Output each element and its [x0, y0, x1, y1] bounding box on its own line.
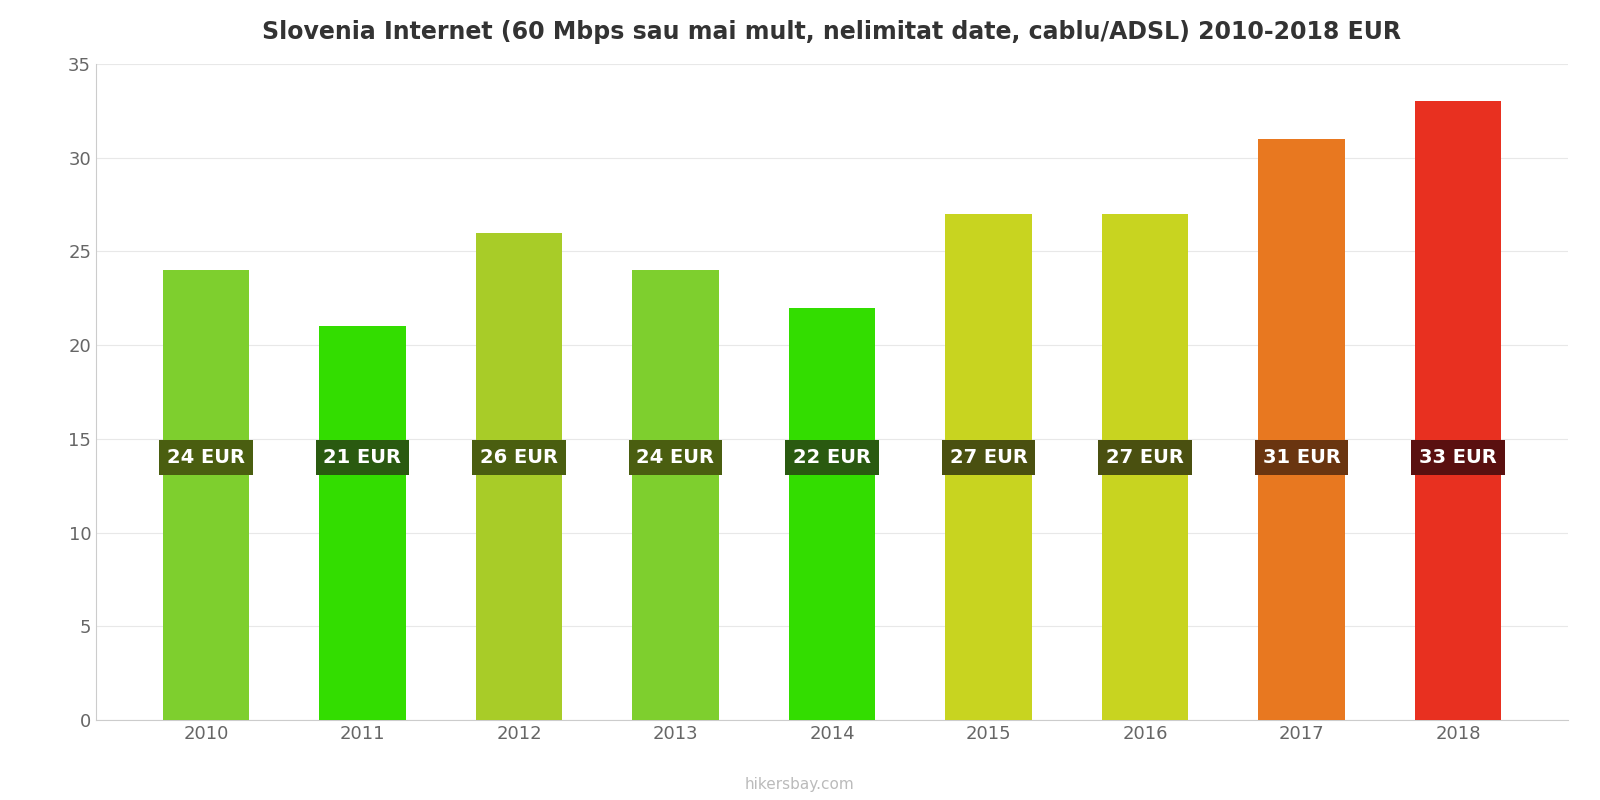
- Bar: [163, 270, 250, 720]
- Bar: [632, 270, 718, 720]
- Text: 26 EUR: 26 EUR: [480, 448, 558, 467]
- Text: 33 EUR: 33 EUR: [1419, 448, 1498, 467]
- Text: 27 EUR: 27 EUR: [949, 448, 1027, 467]
- Bar: [475, 233, 562, 720]
- Bar: [1414, 102, 1501, 720]
- Text: 31 EUR: 31 EUR: [1262, 448, 1341, 467]
- Title: Slovenia Internet (60 Mbps sau mai mult, nelimitat date, cablu/ADSL) 2010-2018 E: Slovenia Internet (60 Mbps sau mai mult,…: [262, 20, 1402, 44]
- Text: 22 EUR: 22 EUR: [794, 448, 870, 467]
- Bar: [320, 326, 405, 720]
- Text: hikersbay.com: hikersbay.com: [746, 777, 854, 792]
- Text: 27 EUR: 27 EUR: [1106, 448, 1184, 467]
- Text: 24 EUR: 24 EUR: [166, 448, 245, 467]
- Bar: [789, 308, 875, 720]
- Text: 24 EUR: 24 EUR: [637, 448, 715, 467]
- Bar: [1102, 214, 1189, 720]
- Bar: [946, 214, 1032, 720]
- Text: 21 EUR: 21 EUR: [323, 448, 402, 467]
- Bar: [1259, 139, 1344, 720]
